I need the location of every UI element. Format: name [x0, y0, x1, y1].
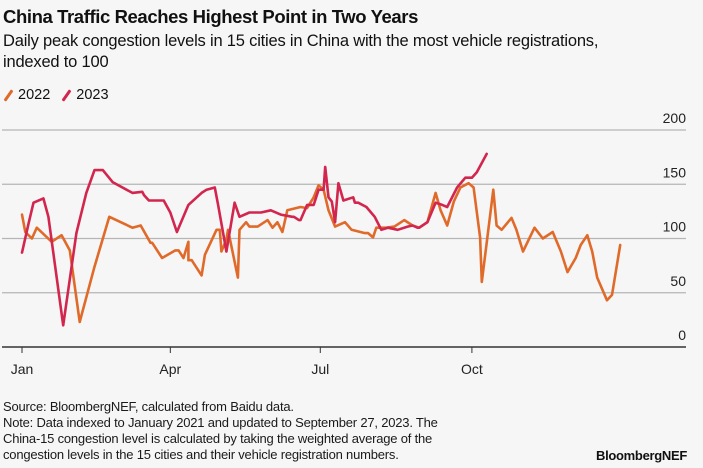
series-line-2022	[20, 181, 622, 324]
legend-label-2023: 2023	[76, 87, 109, 103]
x-tick-label-apr: Apr	[159, 361, 181, 377]
x-tick-label-oct: Oct	[461, 361, 483, 377]
chart-subtitle: Daily peak congestion levels in 15 citie…	[3, 32, 599, 71]
legend-item-2023: 2023	[61, 87, 109, 103]
legend: 2022 2023	[3, 87, 120, 103]
y-axis-ticks: 0 50 100 150 200	[663, 110, 687, 343]
line-chart: 0 50 100 150 200 Jan Apr Jul Oct	[2, 110, 687, 377]
y-tick-label-150: 150	[663, 164, 687, 180]
note-line-3: congestion levels in the 15 cities and t…	[3, 447, 399, 462]
source-note: Source: BloombergNEF, calculated from Ba…	[3, 399, 294, 414]
y-tick-label-200: 200	[663, 110, 687, 126]
legend-label-2022: 2022	[18, 87, 51, 103]
x-tick-label-jul: Jul	[311, 361, 329, 377]
gridlines	[2, 129, 686, 348]
series-line-2023	[20, 152, 488, 327]
legend-item-2022: 2022	[3, 87, 50, 103]
y-tick-label-0: 0	[678, 327, 686, 343]
y-tick-label-50: 50	[670, 273, 686, 289]
note-line-1: Note: Data indexed to January 2021 and u…	[3, 415, 438, 430]
brand-logo: BloombergNEF	[595, 448, 687, 463]
chart-title: China Traffic Reaches Highest Point in T…	[3, 6, 418, 27]
x-tick-label-jan: Jan	[11, 361, 34, 377]
footer-notes: Source: BloombergNEF, calculated from Ba…	[3, 399, 563, 463]
note-line-2: China-15 congestion level is calculated …	[3, 431, 433, 446]
series-lines	[20, 152, 622, 327]
y-tick-label-100: 100	[663, 219, 687, 235]
x-axis-ticks: Jan Apr Jul Oct	[11, 347, 483, 377]
